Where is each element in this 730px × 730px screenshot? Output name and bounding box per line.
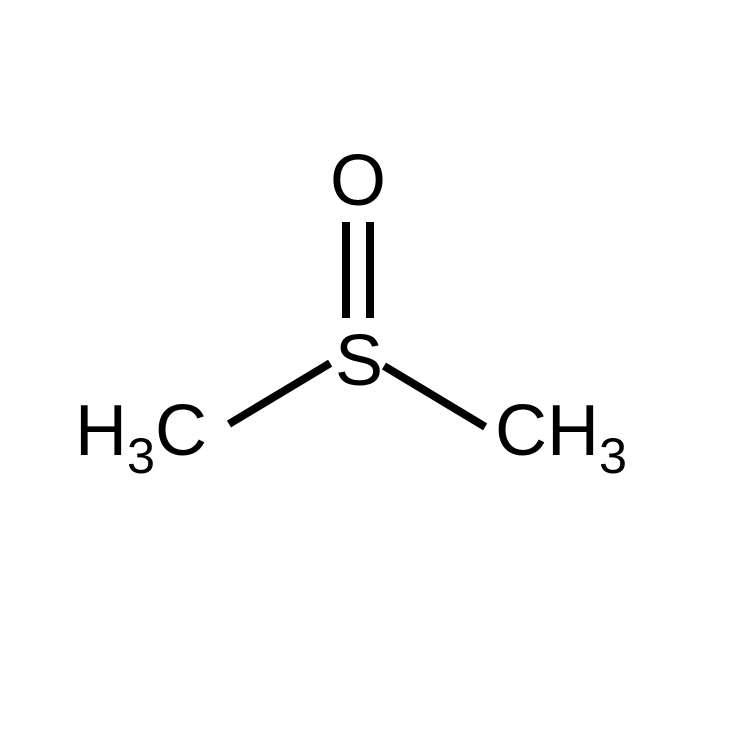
atom-methyl-left-H: H (75, 390, 127, 472)
atom-sulfur: S (335, 320, 383, 402)
atom-methyl-right: CH3 (495, 390, 627, 472)
bond-s-o-2 (366, 222, 374, 318)
atom-methyl-left-C: C (155, 390, 207, 472)
chemical-structure-canvas: O S H3C CH3 (0, 0, 730, 730)
atom-methyl-left: H3C (75, 390, 207, 472)
atom-methyl-right-C: C (495, 390, 547, 472)
bond-s-o-1 (342, 222, 350, 318)
atom-oxygen-label: O (330, 140, 386, 222)
atom-methyl-right-3: 3 (599, 426, 627, 485)
atom-methyl-left-3: 3 (127, 426, 155, 485)
atom-oxygen: O (330, 140, 386, 222)
bond-s-c-left (227, 360, 332, 428)
atom-sulfur-label: S (335, 320, 383, 402)
bond-s-c-right (382, 363, 487, 431)
atom-methyl-right-H: H (547, 390, 599, 472)
